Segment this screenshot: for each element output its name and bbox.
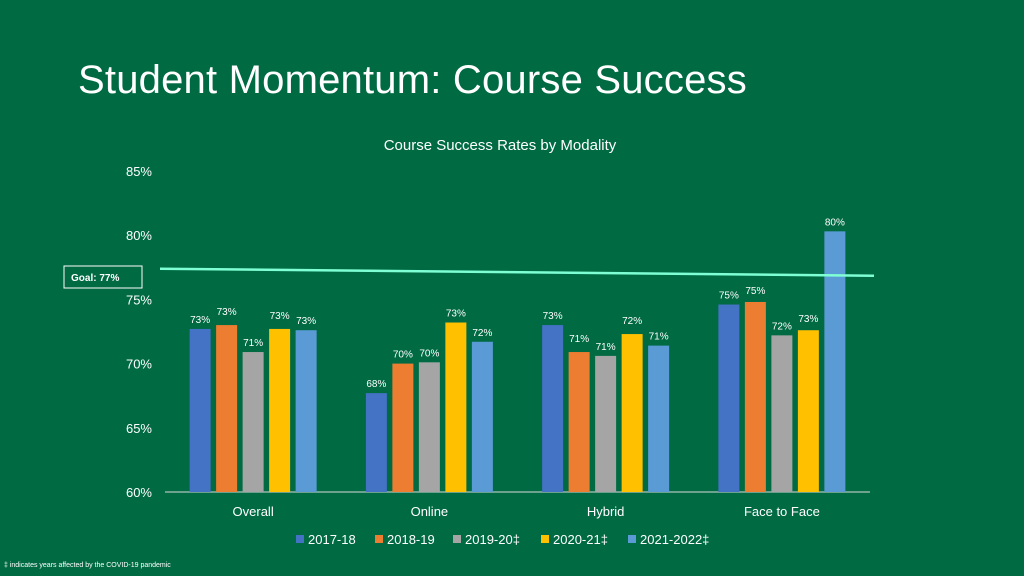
bar	[595, 355, 617, 492]
data-label: 72%	[622, 316, 642, 327]
data-label: 73%	[543, 311, 563, 322]
data-label: 73%	[446, 309, 466, 320]
data-label: 73%	[296, 316, 316, 327]
chart-title: Course Success Rates by Modality	[384, 137, 617, 154]
y-tick-label: 85%	[126, 164, 152, 179]
data-label: 80%	[825, 217, 845, 228]
bar	[365, 393, 387, 492]
goal-line	[159, 267, 875, 277]
data-label: 70%	[419, 348, 439, 359]
bar	[568, 352, 590, 492]
x-category-label: Hybrid	[587, 504, 625, 519]
goal-label: Goal: 77%	[71, 273, 119, 284]
bar	[295, 330, 317, 492]
bar	[445, 322, 467, 492]
legend-swatch	[296, 535, 304, 543]
bar	[621, 334, 643, 492]
bar	[744, 301, 766, 492]
data-label: 72%	[772, 321, 792, 332]
y-tick-label: 65%	[126, 421, 152, 436]
data-label: 71%	[596, 342, 616, 353]
legend-label: 2019-20‡	[465, 532, 520, 547]
y-tick-label: 80%	[126, 228, 152, 243]
data-label: 73%	[217, 307, 237, 318]
bar	[718, 304, 740, 492]
y-tick-label: 70%	[126, 357, 152, 372]
data-label: 73%	[190, 315, 210, 326]
data-label: 73%	[798, 314, 818, 325]
data-label: 68%	[366, 379, 386, 390]
bar	[648, 345, 670, 492]
legend-label: 2021-2022‡	[640, 532, 709, 547]
data-label: 72%	[472, 328, 492, 339]
x-category-label: Face to Face	[744, 504, 820, 519]
data-label: 75%	[719, 291, 739, 302]
bar	[824, 231, 846, 492]
legend-swatch	[453, 535, 461, 543]
x-category-label: Overall	[233, 504, 274, 519]
footnote: ‡ indicates years affected by the COVID-…	[4, 562, 171, 569]
bar	[471, 341, 493, 492]
goal-label-box	[63, 265, 143, 289]
bar	[771, 335, 793, 492]
legend-swatch	[628, 535, 636, 543]
bar	[542, 325, 564, 492]
bar	[797, 330, 819, 492]
legend-label: 2018-19	[387, 532, 435, 547]
x-category-label: Online	[411, 504, 449, 519]
slide-title: Student Momentum: Course Success	[78, 58, 747, 102]
data-label: 71%	[569, 334, 589, 345]
data-label: 73%	[270, 311, 290, 322]
legend-label: 2017-18	[308, 532, 356, 547]
bar	[418, 362, 440, 492]
data-label: 70%	[393, 350, 413, 361]
bar	[269, 328, 291, 492]
data-label: 71%	[243, 338, 263, 349]
y-tick-label: 60%	[126, 485, 152, 500]
bar	[242, 352, 264, 492]
legend-swatch	[541, 535, 549, 543]
data-label: 75%	[745, 286, 765, 297]
y-tick-label: 75%	[126, 292, 152, 307]
bar	[392, 363, 414, 492]
bar	[216, 325, 238, 492]
legend-swatch	[375, 535, 383, 543]
legend-label: 2020-21‡	[553, 532, 608, 547]
bar	[189, 328, 211, 492]
data-label: 71%	[649, 332, 669, 343]
